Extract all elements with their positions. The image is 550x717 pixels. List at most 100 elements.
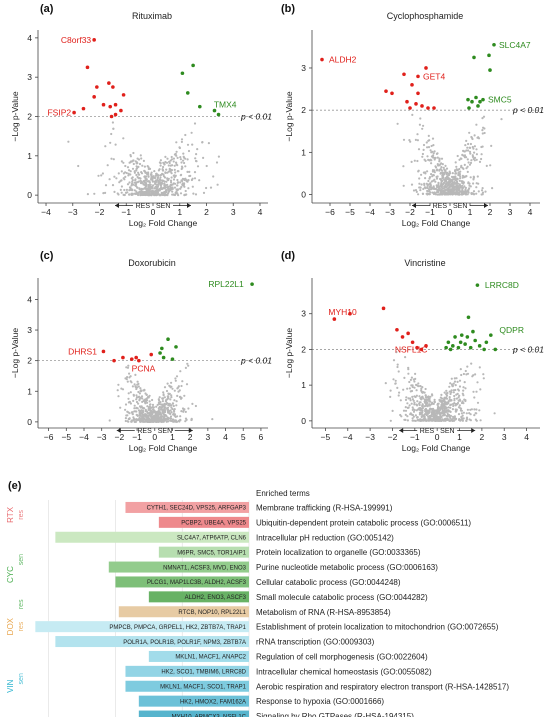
point-nonsig [399,413,402,417]
point-nonsig [166,171,169,174]
point-nonsig [455,377,458,380]
point-nonsig [86,193,89,196]
point-nonsig [112,158,115,161]
point-up [493,347,498,352]
point-nonsig [422,171,425,174]
point-nonsig [418,395,421,398]
point-nonsig [440,393,443,396]
point-nonsig [159,164,162,167]
point-nonsig [194,157,197,160]
point-nonsig [452,382,455,385]
point-nonsig [163,386,167,389]
gene-label: SLC4A7 [499,40,531,50]
point-down [111,85,115,89]
point-nonsig [139,190,142,193]
point-nonsig [152,408,155,411]
point-nonsig [421,155,424,158]
point-nonsig [175,192,178,195]
point-nonsig [136,414,139,417]
point-nonsig [469,161,473,164]
point-nonsig [170,181,173,184]
point-nonsig [146,190,149,193]
point-nonsig [162,391,165,394]
point-nonsig [180,384,183,388]
point-nonsig [466,146,469,149]
point-nonsig [123,188,126,192]
point-up [446,340,451,345]
point-nonsig [433,400,436,404]
point-nonsig [410,389,414,393]
point-nonsig [170,176,173,179]
point-nonsig [186,180,189,183]
point-nonsig [159,406,162,409]
point-nonsig [128,372,131,375]
y-axis-label: −Log p-Value [10,91,20,141]
point-nonsig [163,416,166,419]
point-nonsig [491,187,494,190]
x-tick-label: −3 [365,432,375,442]
point-nonsig [180,410,183,413]
point-nonsig [167,420,170,423]
point-nonsig [144,410,147,413]
point-nonsig [422,419,425,422]
point-nonsig [173,389,176,392]
gene-label: LRRC8D [485,280,519,290]
point-nonsig [418,123,421,126]
point-nonsig [146,415,149,418]
point-nonsig [175,400,178,403]
point-nonsig [175,420,179,423]
point-nonsig [415,416,419,419]
point-nonsig [207,142,210,145]
point-nonsig [465,167,468,170]
point-nonsig [421,409,424,412]
point-nonsig [186,170,189,173]
point-nonsig [146,418,149,421]
point-nonsig [480,145,483,149]
point-nonsig [429,415,432,418]
point-down [426,106,430,110]
point-nonsig [453,380,457,383]
point-nonsig [127,401,130,404]
point-nonsig [419,408,422,411]
point-nonsig [438,406,441,409]
bar-genes: HK2, SCO1, TMBIM6, LRRC8D [161,670,246,676]
point-nonsig [423,182,426,185]
point-up [466,315,471,320]
point-nonsig [130,182,134,185]
point-nonsig [135,191,138,194]
point-nonsig [458,394,461,397]
x-tick-label: −4 [365,207,375,217]
threshold-label: p < 0.01 [512,344,544,354]
point-nonsig [455,181,458,185]
point-nonsig [411,406,414,409]
point-nonsig [117,383,120,386]
point-nonsig [455,410,458,413]
point-nonsig [424,387,427,391]
point-nonsig [156,176,160,179]
point-nonsig [176,394,179,397]
x-tick-label: 0 [151,207,156,217]
res-label: RES [137,428,152,435]
point-nonsig [454,175,457,178]
point-nonsig [392,378,395,381]
point-nonsig [443,410,447,414]
point-nonsig [451,178,454,182]
point-nonsig [397,370,400,373]
point-nonsig [132,399,135,402]
point-nonsig [126,191,129,194]
point-nonsig [148,190,151,193]
point-nonsig [441,399,444,403]
point-nonsig [176,170,179,173]
point-nonsig [479,388,482,391]
group-sub-label: res [18,510,25,520]
point-nonsig [406,419,409,422]
term-label: Ubiquitin-dependent protein catabolic pr… [256,518,471,527]
x-tick-label: 3 [508,207,513,217]
point-nonsig [163,184,166,187]
point-nonsig [119,188,122,191]
y-axis-label: −Log p-Value [10,328,20,378]
point-nonsig [169,184,172,187]
point-nonsig [438,187,441,190]
point-nonsig [155,185,158,188]
point-nonsig [403,376,406,379]
